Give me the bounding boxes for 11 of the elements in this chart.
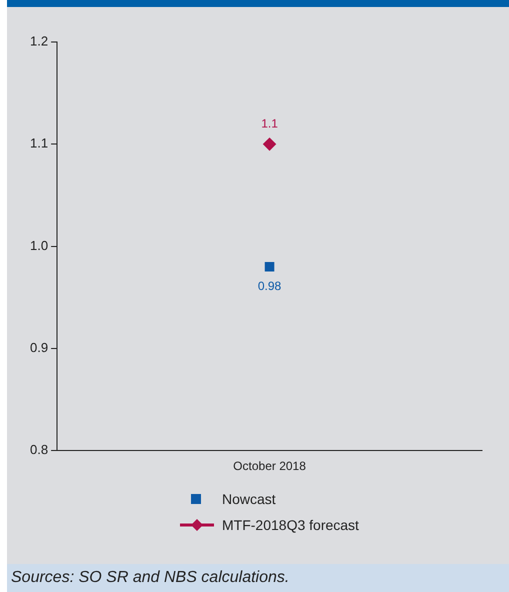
data-label: 0.98 — [258, 279, 282, 294]
y-tick-label: 1.1 — [30, 136, 48, 151]
source-note: Sources: SO SR and NBS calculations. — [7, 564, 509, 592]
legend-label: Nowcast — [222, 491, 276, 507]
y-tick-label: 0.9 — [30, 340, 48, 356]
y-tick-label: 0.8 — [30, 442, 48, 458]
legend-label: MTF-2018Q3 forecast — [222, 517, 359, 533]
data-label: 1.1 — [261, 116, 278, 130]
x-tick-label: October 2018 — [233, 459, 306, 474]
y-tick-label: 1.2 — [30, 34, 48, 49]
y-tick-label: 1.0 — [30, 238, 48, 253]
